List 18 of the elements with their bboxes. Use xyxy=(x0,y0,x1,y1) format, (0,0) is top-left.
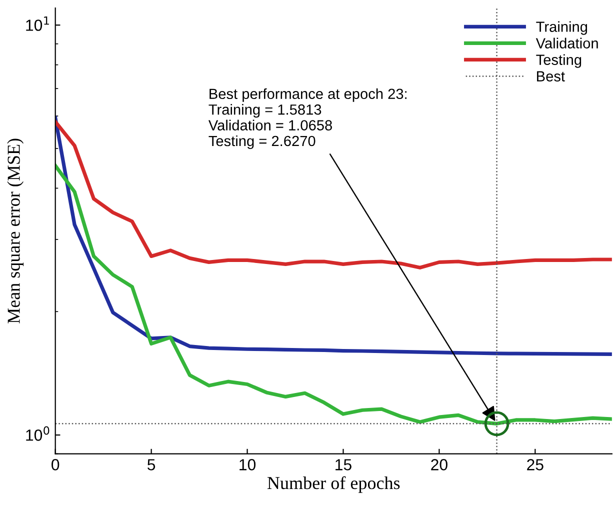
ref-line-label: Best xyxy=(537,71,565,82)
legend-label: Validation xyxy=(536,38,598,48)
y-tick-label: 10$^{0}$ xyxy=(26,426,50,441)
x-tick-label: 25 xyxy=(527,459,544,470)
y-tick-label: 10$^{1}$ xyxy=(26,16,49,31)
legend-label: Testing xyxy=(536,54,582,68)
x-tick-label: 15 xyxy=(336,459,352,470)
x-tick-label: 10 xyxy=(240,459,256,470)
x-axis-title: Number of epochs xyxy=(267,476,400,493)
annotation: Best performance at epoch 23: Training = 1.5813 Validation = 1.0658 Testing = 2.6270 xyxy=(208,88,406,150)
x-tick-label: 0 xyxy=(52,459,60,470)
line-series xyxy=(55,116,612,356)
line-series xyxy=(55,164,612,426)
y-axis-title: Mean square error (MSE) xyxy=(7,138,24,324)
line-series xyxy=(55,120,612,270)
legend-label: Training xyxy=(536,21,588,35)
x-tick-label: 20 xyxy=(431,459,448,470)
x-tick-label: 5 xyxy=(148,459,156,470)
